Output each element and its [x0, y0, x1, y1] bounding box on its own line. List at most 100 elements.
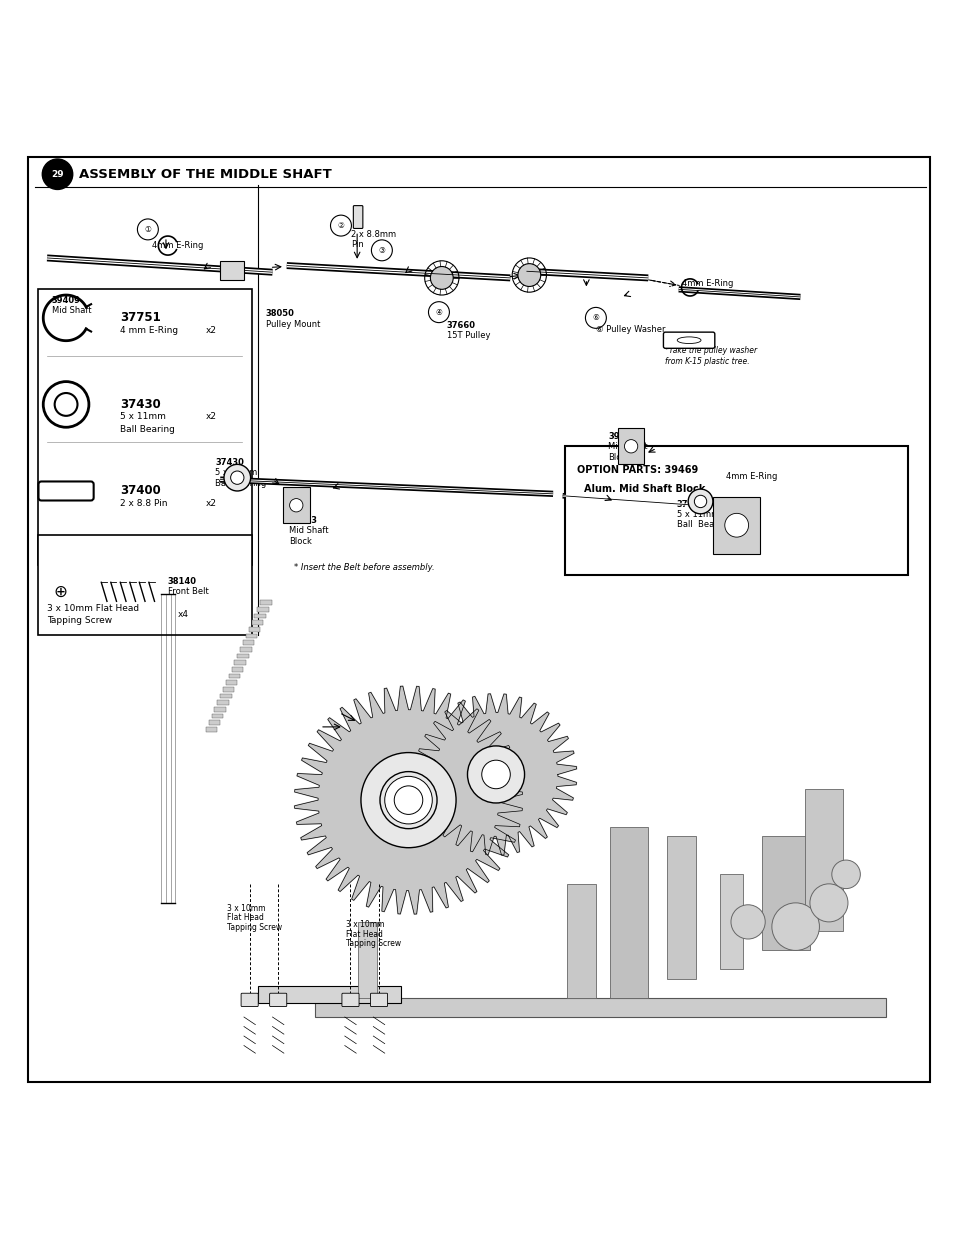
Text: 3 x 10mm Flat Head: 3 x 10mm Flat Head [47, 604, 139, 614]
FancyBboxPatch shape [237, 653, 249, 658]
FancyBboxPatch shape [254, 614, 266, 619]
Text: 37751: 37751 [120, 311, 161, 325]
Text: 39413: 39413 [289, 516, 317, 525]
Text: from K-15 plastic tree.: from K-15 plastic tree. [664, 357, 749, 366]
Text: Block: Block [608, 453, 631, 462]
Circle shape [360, 752, 456, 847]
FancyBboxPatch shape [341, 993, 358, 1007]
FancyBboxPatch shape [314, 998, 885, 1016]
FancyBboxPatch shape [206, 727, 217, 731]
Text: 4mm E-Ring: 4mm E-Ring [725, 472, 777, 480]
FancyBboxPatch shape [258, 986, 400, 1003]
Text: Ball  Bearing: Ball Bearing [676, 520, 730, 530]
Text: 5 x 11mm: 5 x 11mm [120, 412, 166, 421]
Circle shape [694, 495, 706, 508]
Circle shape [231, 471, 244, 484]
Text: 37400: 37400 [120, 484, 161, 498]
FancyBboxPatch shape [610, 826, 647, 998]
Circle shape [730, 905, 764, 939]
FancyBboxPatch shape [241, 993, 258, 1007]
Text: 5 x 11mm: 5 x 11mm [676, 510, 719, 519]
Polygon shape [294, 687, 522, 914]
Circle shape [624, 440, 638, 453]
Text: 38050: 38050 [266, 309, 294, 319]
Text: OPTION PARTS: 39469: OPTION PARTS: 39469 [577, 466, 698, 475]
FancyBboxPatch shape [37, 289, 252, 566]
Text: x2: x2 [206, 412, 216, 421]
Text: 4 mm E-Ring: 4 mm E-Ring [120, 326, 178, 335]
Circle shape [831, 860, 860, 889]
FancyBboxPatch shape [257, 608, 269, 611]
Text: Mid Shaft: Mid Shaft [289, 526, 328, 535]
Circle shape [224, 464, 251, 492]
Text: Pin: Pin [351, 240, 364, 249]
FancyBboxPatch shape [214, 706, 226, 711]
FancyBboxPatch shape [37, 535, 252, 635]
Circle shape [809, 884, 847, 921]
Text: 37430: 37430 [676, 499, 705, 509]
FancyBboxPatch shape [260, 600, 272, 605]
FancyBboxPatch shape [209, 720, 220, 725]
Text: 37430: 37430 [120, 398, 161, 411]
Text: 3 x 10mm: 3 x 10mm [345, 920, 384, 929]
Circle shape [481, 761, 510, 789]
Circle shape [379, 772, 436, 829]
Text: Alum. Mid Shaft Block: Alum. Mid Shaft Block [584, 484, 705, 494]
Text: Tapping Screw: Tapping Screw [47, 616, 112, 625]
Text: Block: Block [289, 537, 312, 546]
Text: 4mm E-Ring: 4mm E-Ring [680, 279, 732, 288]
Circle shape [384, 777, 432, 824]
Text: ①: ① [144, 225, 152, 233]
FancyBboxPatch shape [370, 993, 387, 1007]
Text: 5 x 11mm: 5 x 11mm [215, 468, 257, 477]
Text: Flat Head: Flat Head [227, 914, 263, 923]
Text: Flat Head: Flat Head [345, 930, 382, 939]
Circle shape [771, 903, 819, 951]
Text: ⑥ Pulley Washer: ⑥ Pulley Washer [596, 325, 664, 333]
Circle shape [467, 746, 524, 803]
Text: Pulley Mount: Pulley Mount [266, 320, 320, 329]
Text: 3 x 10mm: 3 x 10mm [227, 904, 265, 913]
Circle shape [724, 514, 748, 537]
FancyBboxPatch shape [246, 634, 257, 638]
FancyBboxPatch shape [252, 620, 263, 625]
Text: 15T Pulley: 15T Pulley [446, 331, 490, 340]
Text: Front Belt: Front Belt [168, 587, 209, 597]
Circle shape [42, 159, 72, 189]
Text: x2: x2 [206, 499, 216, 508]
Circle shape [687, 489, 712, 514]
Text: ③: ③ [378, 246, 385, 254]
Text: 29: 29 [51, 169, 64, 179]
FancyBboxPatch shape [567, 884, 596, 998]
Text: 37430: 37430 [215, 458, 244, 467]
FancyBboxPatch shape [38, 482, 93, 500]
Text: Tapping Screw: Tapping Screw [345, 939, 400, 948]
FancyBboxPatch shape [212, 714, 223, 719]
Text: *Take the pulley washer: *Take the pulley washer [664, 346, 757, 356]
FancyBboxPatch shape [229, 673, 240, 678]
FancyBboxPatch shape [712, 496, 760, 553]
FancyBboxPatch shape [283, 487, 310, 524]
Text: 2 x 8.8mm: 2 x 8.8mm [351, 231, 396, 240]
FancyBboxPatch shape [353, 205, 362, 228]
FancyBboxPatch shape [249, 627, 260, 632]
FancyBboxPatch shape [761, 836, 809, 951]
FancyBboxPatch shape [618, 429, 643, 464]
Circle shape [430, 267, 453, 289]
Text: Mid Shaft: Mid Shaft [608, 442, 647, 452]
FancyBboxPatch shape [223, 687, 234, 692]
FancyBboxPatch shape [220, 261, 244, 280]
FancyBboxPatch shape [804, 789, 842, 931]
FancyBboxPatch shape [719, 874, 742, 969]
FancyBboxPatch shape [357, 921, 376, 998]
Circle shape [394, 785, 422, 814]
FancyBboxPatch shape [220, 694, 232, 698]
Text: x4: x4 [177, 610, 188, 619]
Circle shape [517, 263, 540, 287]
Text: ASSEMBLY OF THE MIDDLE SHAFT: ASSEMBLY OF THE MIDDLE SHAFT [79, 168, 332, 180]
FancyBboxPatch shape [243, 640, 254, 645]
Text: 39409: 39409 [51, 296, 81, 305]
FancyBboxPatch shape [217, 700, 229, 705]
Text: Tapping Screw: Tapping Screw [227, 923, 282, 932]
FancyBboxPatch shape [565, 446, 907, 574]
